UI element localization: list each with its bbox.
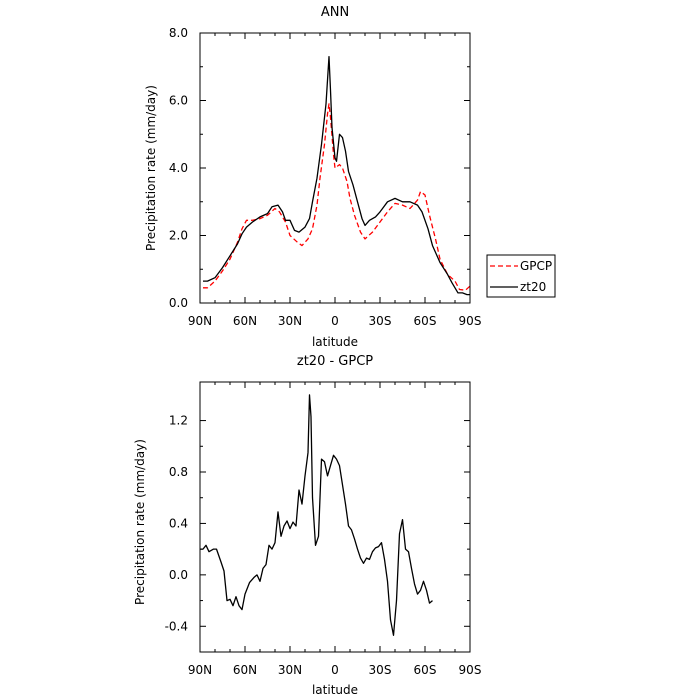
top-series-line-zt20 xyxy=(203,55,470,296)
legend: GPCP zt20 xyxy=(486,254,556,298)
legend-label-zt20: zt20 xyxy=(520,280,546,294)
legend-label-gpcp: GPCP xyxy=(520,259,552,273)
top-y-axis-label: Precipitation rate (mm/day) xyxy=(144,85,158,251)
bottom-axis-ticks: 90N 60N 30N 0 30S 60S 90S -0.4 0.0 0.4 0.8 1.2 xyxy=(165,382,482,677)
bottom-title: zt20 - GPCP xyxy=(297,354,373,369)
bottom-x-tick-label-2: 30N xyxy=(278,663,302,677)
top-x-tick-label-0: 90N xyxy=(188,314,212,328)
bottom-x-tick-label-4: 30S xyxy=(369,663,392,677)
bottom-y-tick-label-0: -0.4 xyxy=(165,619,188,633)
top-plot-frame xyxy=(199,32,471,304)
bottom-y-tick-label-1: 0.0 xyxy=(169,568,188,582)
top-series-lines xyxy=(203,55,471,296)
top-series-line-gpcp xyxy=(203,103,471,291)
top-x-tick-label-4: 30S xyxy=(369,314,392,328)
top-y-tick-label-1: 2.0 xyxy=(169,229,188,243)
top-panel: ANN Precipitation rate (mm/day) latitude… xyxy=(144,5,481,349)
top-y-tick-label-3: 6.0 xyxy=(169,94,188,108)
bottom-x-tick-label-3: 0 xyxy=(331,663,339,677)
top-x-tick-label-6: 90S xyxy=(459,314,482,328)
top-x-tick-label-2: 30N xyxy=(278,314,302,328)
top-x-axis-label: latitude xyxy=(312,335,358,349)
bottom-x-axis-label: latitude xyxy=(312,683,358,697)
top-y-tick-label-2: 4.0 xyxy=(169,161,188,175)
top-x-tick-label-1: 60N xyxy=(233,314,257,328)
top-y-tick-label-4: 8.0 xyxy=(169,26,188,40)
bottom-series-line-0 xyxy=(200,394,433,636)
bottom-x-tick-label-1: 60N xyxy=(233,663,257,677)
bottom-y-tick-label-4: 1.2 xyxy=(169,414,188,428)
bottom-panel: zt20 - GPCP Precipitation rate (mm/day) … xyxy=(133,354,481,697)
bottom-x-tick-label-6: 90S xyxy=(459,663,482,677)
bottom-y-tick-label-3: 0.8 xyxy=(169,465,188,479)
bottom-series-lines xyxy=(200,394,433,636)
top-x-tick-label-5: 60S xyxy=(414,314,437,328)
bottom-plot-frame xyxy=(199,381,471,653)
top-title: ANN xyxy=(321,5,349,20)
bottom-y-tick-label-2: 0.4 xyxy=(169,516,188,530)
top-y-tick-label-0: 0.0 xyxy=(169,296,188,310)
bottom-x-tick-label-0: 90N xyxy=(188,663,212,677)
top-axis-ticks: 90N 60N 30N 0 30S 60S 90S 0.0 2.0 4.0 6.0 8.0 xyxy=(169,26,482,328)
bottom-x-tick-label-5: 60S xyxy=(414,663,437,677)
legend-box xyxy=(486,254,556,298)
top-x-tick-label-3: 0 xyxy=(331,314,339,328)
bottom-y-axis-label: Precipitation rate (mm/day) xyxy=(133,439,147,605)
